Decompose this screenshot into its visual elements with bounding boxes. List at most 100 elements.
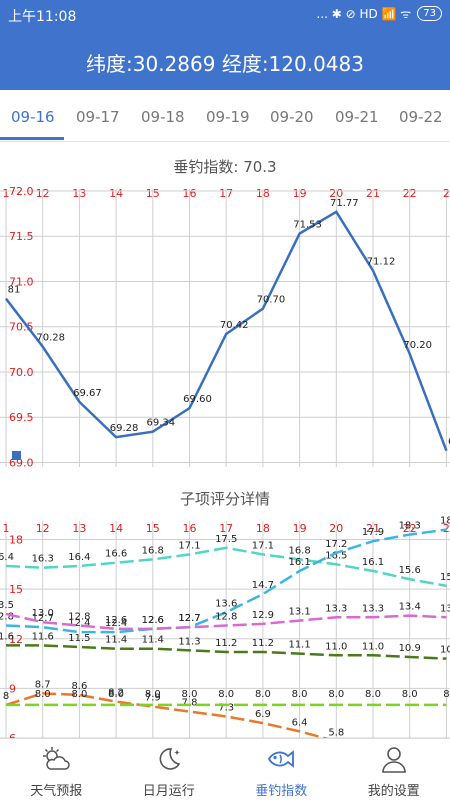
nav-weather[interactable]: 天气预报: [0, 739, 113, 801]
data-label: 8.0: [255, 689, 271, 700]
data-label: 13.4: [399, 602, 421, 613]
data-label: 12.7: [178, 613, 200, 624]
tab-09-17[interactable]: 09-17: [76, 108, 120, 126]
data-label: 70.42: [220, 320, 249, 331]
y-tick-label: 72.0: [9, 185, 34, 198]
nav-settings-label: 我的设置: [338, 780, 450, 799]
data-label: 16.3: [32, 554, 54, 565]
status-icons: ... ✱ ⊘ HD 📶 ᯤ 73: [316, 5, 442, 22]
data-label: 18.3: [399, 521, 421, 532]
x-tick-label: 2: [443, 187, 450, 200]
data-label: 71.53: [293, 220, 322, 231]
data-label: 1.6: [0, 631, 14, 642]
header: 纬度:30.2869 经度:120.0483: [0, 30, 450, 90]
status-bar: 上午11:08 ... ✱ ⊘ HD 📶 ᯤ 73: [0, 0, 450, 30]
person-icon: [379, 745, 409, 773]
data-label: 11.0: [325, 641, 347, 652]
data-label: 13.6: [215, 598, 237, 609]
x-tick-label: 12: [36, 522, 50, 535]
tab-indicator: [0, 137, 64, 140]
data-label: 16.4: [68, 552, 90, 563]
sub-scores-chart: 112131415161718192021222181512966.416.31…: [0, 515, 450, 738]
x-tick-label: 19: [293, 522, 307, 535]
x-tick-label: 22: [403, 187, 417, 200]
data-label: 17.5: [215, 534, 237, 545]
nav-sun-moon[interactable]: 日月运行: [113, 739, 226, 801]
x-tick-label: 20: [329, 522, 343, 535]
nav-settings[interactable]: 我的设置: [338, 739, 450, 801]
chart-title-sub-scores: 子项评分详情: [0, 488, 450, 509]
data-label: 17.2: [325, 539, 347, 550]
data-label: 15: [440, 572, 450, 583]
x-tick-label: 18: [256, 187, 270, 200]
data-label: 8.0: [182, 689, 198, 700]
nav-fishing-index[interactable]: 垂钓指数: [225, 739, 338, 801]
data-label: 6.4: [292, 717, 308, 728]
data-label: 70.70: [257, 295, 286, 306]
data-label: 18: [440, 516, 450, 527]
date-tabs: 09-16 09-17 09-18 09-19 09-20 09-21 09-2…: [0, 90, 450, 142]
tab-09-22[interactable]: 09-22: [399, 108, 443, 126]
y-tick-label: 69.5: [9, 411, 34, 424]
nav-weather-label: 天气预报: [0, 780, 113, 799]
data-label: 69.34: [146, 418, 175, 429]
data-label: 8.0: [35, 689, 51, 700]
tab-09-21[interactable]: 09-21: [335, 108, 379, 126]
data-label: 17.9: [362, 527, 384, 538]
tab-09-16[interactable]: 09-16: [11, 108, 55, 126]
data-label: 12.8: [68, 612, 90, 623]
data-label: 8.0: [402, 689, 418, 700]
y-tick-label: 71.5: [9, 230, 34, 243]
data-label: 11.6: [32, 631, 54, 642]
x-tick-label: 12: [36, 187, 50, 200]
data-label: 11.4: [105, 635, 127, 646]
data-label: 16.8: [142, 545, 164, 556]
y-tick-label: 18: [9, 534, 23, 547]
data-label: 11.3: [178, 636, 200, 647]
x-tick-label: 18: [256, 522, 270, 535]
legend-marker: [12, 451, 21, 460]
data-label: 8: [443, 689, 449, 700]
data-label: 69.60: [183, 394, 212, 405]
data-label: 11.4: [142, 635, 164, 646]
data-label: 13.1: [288, 607, 310, 618]
data-label: 12.6: [105, 615, 127, 626]
page-title: 纬度:30.2869 经度:120.0483: [86, 52, 364, 76]
data-label: 17.1: [252, 540, 274, 551]
data-label: 12.6: [142, 615, 164, 626]
bottom-nav: 天气预报 日月运行 垂钓指数 我的设置: [0, 738, 450, 800]
data-label: 11.5: [68, 633, 90, 644]
x-tick-label: 16: [183, 187, 197, 200]
data-label: 10: [440, 645, 450, 656]
tab-09-18[interactable]: 09-18: [141, 108, 185, 126]
data-label: 8.0: [365, 689, 381, 700]
data-label: 81: [8, 285, 21, 296]
battery-icon: 73: [417, 6, 442, 21]
nav-sun-moon-label: 日月运行: [113, 780, 226, 799]
data-label: 8.0: [71, 689, 87, 700]
tab-09-20[interactable]: 09-20: [270, 108, 314, 126]
data-label: 15.6: [399, 565, 421, 576]
data-label: 13.3: [362, 603, 384, 614]
status-time: 上午11:08: [8, 6, 76, 26]
data-label: 69.67: [73, 388, 102, 399]
data-label: 8: [3, 691, 9, 702]
data-label: 8.0: [145, 689, 161, 700]
status-indicators: ... ✱ ⊘ HD 📶 ᯤ: [316, 5, 411, 22]
data-label: 11.0: [362, 641, 384, 652]
y-tick-label: 70.0: [9, 366, 34, 379]
data-label: 14.7: [252, 580, 274, 591]
data-label: 8.0: [108, 689, 124, 700]
data-label: 6.4: [0, 552, 14, 563]
data-label: 11.2: [215, 638, 237, 649]
tab-09-19[interactable]: 09-19: [206, 108, 250, 126]
data-label: 13: [440, 603, 450, 614]
data-label: 16.8: [288, 545, 310, 556]
x-tick-label: 13: [72, 187, 86, 200]
data-label: 16.6: [105, 549, 127, 560]
data-label: 13.0: [32, 608, 54, 619]
data-label: 12.9: [252, 610, 274, 621]
data-label: 16.1: [288, 557, 310, 568]
data-label: 8.0: [328, 689, 344, 700]
